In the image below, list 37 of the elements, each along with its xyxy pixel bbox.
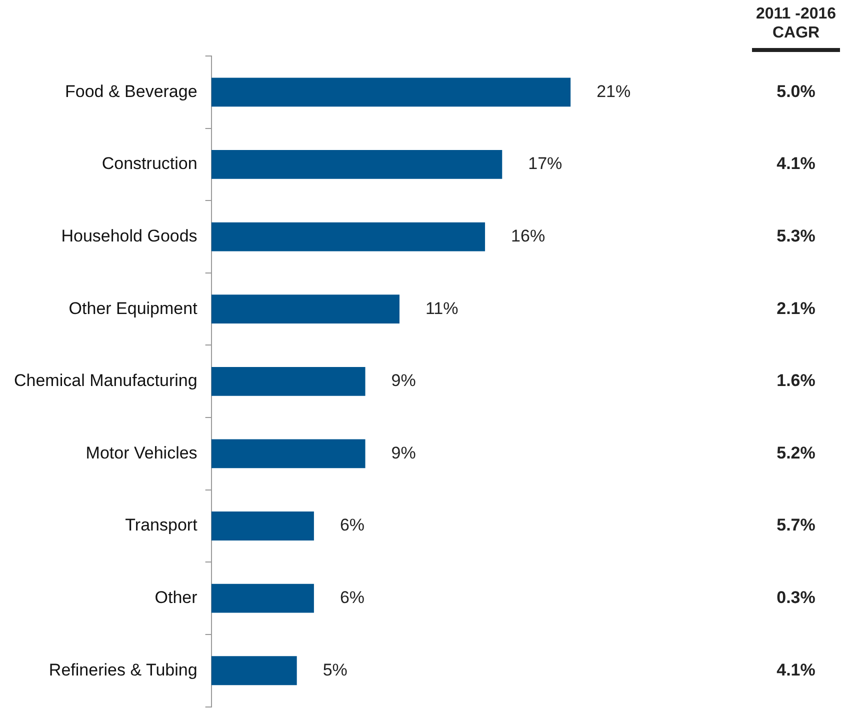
data-label: 17% <box>528 154 562 174</box>
data-label: 9% <box>391 443 416 462</box>
text: 5.2% <box>776 443 816 462</box>
data-label: 21% <box>596 82 631 101</box>
text: 0.3% <box>776 588 816 608</box>
y-tick-label: Motor Vehicles <box>86 443 198 462</box>
data-label: 6% <box>340 516 365 535</box>
y-tick-label: Other <box>154 588 198 608</box>
text: 1.6% <box>776 371 816 390</box>
text: 5.0% <box>776 82 816 101</box>
bar <box>211 366 366 396</box>
bar <box>211 78 571 107</box>
data-label: 5% <box>322 660 348 680</box>
text: 4.1% <box>776 154 816 174</box>
bar <box>211 222 486 252</box>
bar <box>211 512 314 540</box>
bar <box>211 294 400 324</box>
text: 2011 -2016 CAGR <box>756 5 836 42</box>
y-tick-label: Refineries & Tubing <box>48 660 198 680</box>
bar <box>211 150 502 179</box>
text: 4.1% <box>776 660 816 680</box>
y-tick-label: Chemical Manufacturing <box>14 371 198 390</box>
bar <box>211 584 314 613</box>
data-label: 6% <box>340 588 365 608</box>
text: 2.1% <box>776 298 816 318</box>
data-label: 11% <box>425 298 458 318</box>
bar <box>211 439 366 468</box>
bar <box>211 656 297 686</box>
y-tick-label: Other Equipment <box>68 298 198 318</box>
data-label: 16% <box>511 226 546 246</box>
text: 5.7% <box>776 516 816 535</box>
data-label: 9% <box>391 371 416 390</box>
y-tick-label: Food & Beverage <box>64 82 198 101</box>
text: 5.3% <box>776 226 816 246</box>
y-tick-label: Transport <box>125 516 198 535</box>
y-tick-label: Construction <box>102 154 198 174</box>
y-tick-label: Household Goods <box>61 226 198 246</box>
